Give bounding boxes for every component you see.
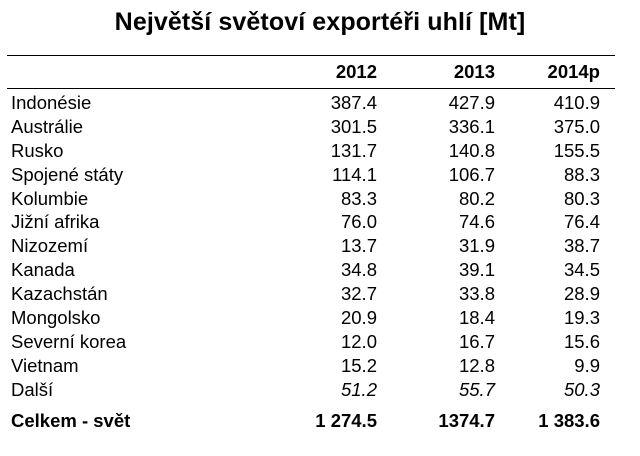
value-2012-cell: 15.2 [340, 354, 377, 376]
value-2014p-cell: 9.9 [574, 354, 600, 376]
table-row: Mongolsko 20.9 18.4 19.3 [7, 306, 615, 330]
table-row: Spojené státy 114.1 106.7 88.3 [7, 163, 615, 187]
table-row: Jižní afrika 76.0 74.6 76.4 [7, 210, 615, 234]
table-row: Nizozemí 13.7 31.9 38.7 [7, 234, 615, 258]
country-cell: Mongolsko [11, 307, 101, 329]
country-cell: Nizozemí [11, 235, 89, 257]
country-cell: Spojené státy [11, 163, 124, 185]
value-2014p-cell: 88.3 [563, 163, 600, 185]
table-row: Kolumbie 83.3 80.2 80.3 [7, 187, 615, 211]
top-rule [7, 55, 615, 56]
coal-exporters-table: 2012 2013 2014p Indonésie 387.4 427.9 41… [7, 55, 615, 434]
value-2012-cell: 51.2 [340, 378, 377, 400]
country-cell: Austrálie [11, 115, 83, 137]
table-body: Indonésie 387.4 427.9 410.9 Austrálie 30… [7, 91, 615, 402]
value-2012-cell: 114.1 [332, 163, 377, 185]
country-cell: Rusko [11, 139, 64, 161]
value-2014p-cell: 38.7 [563, 235, 600, 257]
header-2013: 2013 [453, 61, 495, 82]
table-row: Vietnam 15.2 12.8 9.9 [7, 354, 615, 378]
page-title: Největší světoví exportéři uhlí [Mt] [114, 8, 526, 36]
value-2013-cell: 427.9 [448, 92, 495, 113]
country-cell: Kazachstán [11, 283, 108, 305]
value-2013-cell: 33.8 [458, 283, 495, 305]
value-2012-cell: 34.8 [340, 259, 377, 281]
table-row-other: Další 51.2 55.7 50.3 [7, 378, 615, 402]
value-2012-cell: 12.0 [340, 330, 377, 352]
country-cell: Kanada [11, 259, 75, 281]
country-cell: Kolumbie [11, 187, 89, 209]
value-2013-cell: 16.7 [458, 330, 495, 352]
value-2013-cell: 55.7 [458, 378, 495, 400]
value-2014p-cell: 375.0 [553, 115, 600, 137]
value-2013-cell: 74.6 [458, 211, 495, 233]
value-2014p-cell: 15.6 [563, 330, 600, 352]
value-2014p-cell: 80.3 [563, 187, 600, 209]
value-2012-cell: 32.7 [340, 283, 377, 305]
header-2014p: 2014p [547, 61, 600, 82]
value-2014p-cell: 76.4 [563, 211, 600, 233]
table-row: Rusko 131.7 140.8 155.5 [7, 139, 615, 163]
table-row: Austrálie 301.5 336.1 375.0 [7, 115, 615, 139]
country-cell: Jižní afrika [11, 211, 100, 233]
value-2012-cell: 301.5 [330, 115, 377, 137]
value-2013-cell: 336.1 [448, 115, 495, 137]
header-rule [7, 88, 615, 89]
value-2012-cell: 131.7 [330, 139, 377, 161]
value-2014p-cell: 50.3 [563, 378, 600, 400]
value-2012-cell: 76.0 [340, 211, 377, 233]
total-label: Celkem - svět [11, 409, 131, 431]
country-cell: Další [11, 378, 54, 400]
value-2014p-cell: 34.5 [563, 259, 600, 281]
value-2013-cell: 39.1 [458, 259, 495, 281]
total-2013: 1374.7 [438, 409, 495, 431]
table-row: Kanada 34.8 39.1 34.5 [7, 258, 615, 282]
value-2013-cell: 31.9 [458, 235, 495, 257]
value-2013-cell: 80.2 [458, 187, 495, 209]
value-2013-cell: 140.8 [448, 139, 495, 161]
value-2013-cell: 18.4 [458, 307, 495, 329]
country-cell: Indonésie [11, 92, 92, 113]
value-2014p-cell: 19.3 [563, 307, 600, 329]
value-2014p-cell: 410.9 [553, 92, 600, 113]
header-2012: 2012 [335, 61, 377, 82]
table-row: Kazachstán 32.7 33.8 28.9 [7, 282, 615, 306]
total-2012: 1 274.5 [315, 409, 377, 431]
value-2014p-cell: 155.5 [553, 139, 600, 161]
table-total-row: Celkem - svět 1 274.5 1374.7 1 383.6 [7, 408, 615, 434]
value-2014p-cell: 28.9 [563, 283, 600, 305]
country-cell: Vietnam [11, 354, 79, 376]
value-2012-cell: 83.3 [340, 187, 377, 209]
value-2013-cell: 12.8 [458, 354, 495, 376]
country-cell: Severní korea [11, 330, 127, 352]
value-2012-cell: 20.9 [340, 307, 377, 329]
total-2014p: 1 383.6 [538, 409, 600, 431]
value-2012-cell: 387.4 [330, 92, 377, 113]
table-header-row: 2012 2013 2014p [7, 59, 615, 85]
table-row: Severní korea 12.0 16.7 15.6 [7, 330, 615, 354]
value-2012-cell: 13.7 [340, 235, 377, 257]
table-row: Indonésie 387.4 427.9 410.9 [7, 91, 615, 115]
value-2013-cell: 106.7 [448, 163, 495, 185]
